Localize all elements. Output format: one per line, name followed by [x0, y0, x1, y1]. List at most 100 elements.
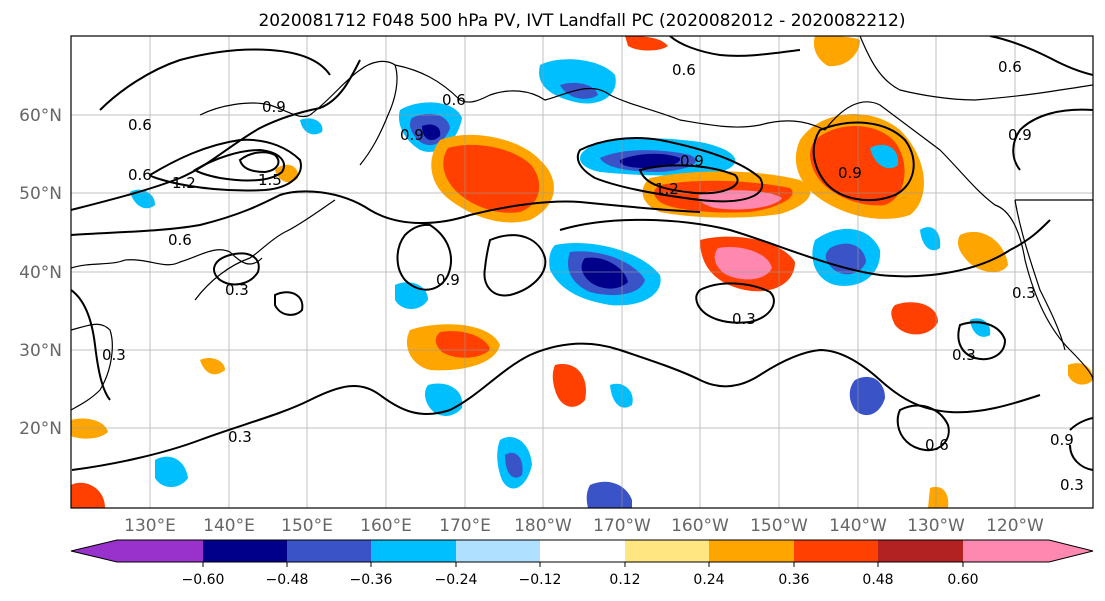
colorbar-segment [794, 540, 878, 562]
colorbar-segment [456, 540, 540, 562]
positive-anomaly-region [71, 482, 105, 508]
lon-label: 160°W [671, 516, 729, 536]
lat-label: 20°N [19, 419, 62, 439]
colorbar-segment [540, 540, 625, 562]
negative-anomaly-region [610, 383, 633, 408]
positive-anomaly-region [813, 36, 860, 67]
colorbar-tick: −0.12 [519, 572, 562, 588]
positive-anomaly-region [435, 331, 490, 358]
colorbar-tick: −0.36 [350, 572, 393, 588]
colorbar-tick: 0.48 [862, 572, 893, 588]
colorbar: −0.60 −0.48 −0.36 −0.24 −0.12 0.12 0.24 … [70, 539, 1094, 588]
map-frame [70, 35, 1094, 509]
colorbar-segment [71, 540, 117, 562]
negative-anomaly-region [505, 452, 523, 478]
contour-label: 0.9 [400, 126, 424, 144]
colorbar-tick: 0.12 [609, 572, 640, 588]
contour-label: 0.6 [925, 436, 949, 454]
negative-anomaly-region [849, 376, 885, 416]
contour-labels: 0.6 0.9 1.2 1.5 0.6 0.6 0.3 0.3 0.6 0.9 … [102, 58, 1084, 494]
colorbar-segment [371, 540, 456, 562]
contour-label: 0.6 [128, 116, 152, 134]
colorbar-tick: −0.60 [182, 572, 225, 588]
colorbar-segment [625, 540, 709, 562]
contour-label: 0.3 [952, 346, 976, 364]
positive-anomaly-region [443, 144, 540, 213]
contour-label: 0.6 [998, 58, 1022, 76]
colorbar-segment [1049, 540, 1093, 562]
coastlines [71, 36, 1093, 411]
positive-anomaly-region [714, 246, 772, 280]
lon-label: 140°W [829, 516, 887, 536]
contour-label: 0.9 [1008, 126, 1032, 144]
positive-anomaly-region [891, 302, 938, 335]
contour-label: 0.3 [1060, 476, 1084, 494]
contour-label: 0.6 [442, 91, 466, 109]
colorbar-segment [963, 540, 1049, 562]
longitude-labels: 130°E 140°E 150°E 160°E 170°E 180°W 170°… [124, 516, 1044, 536]
contour-label: 0.3 [102, 346, 126, 364]
lon-label: 130°E [124, 516, 176, 536]
negative-anomaly-region [422, 124, 441, 141]
lon-label: 120°W [986, 516, 1044, 536]
contour-label: 0.6 [168, 231, 192, 249]
positive-anomaly-region [625, 36, 668, 51]
colorbar-tick: 0.36 [778, 572, 809, 588]
contour-label: 0.9 [436, 271, 460, 289]
pv-contours [71, 36, 1093, 471]
colorbar-tick: 0.60 [947, 572, 978, 588]
lat-label: 40°N [19, 263, 62, 283]
positive-anomaly-region [71, 418, 108, 439]
negative-anomaly-region [155, 456, 188, 487]
negative-anomaly-region [825, 243, 866, 275]
negative-anomaly-region [619, 153, 681, 168]
lon-label: 180°W [514, 516, 572, 536]
colorbar-tick: −0.48 [266, 572, 309, 588]
contour-label: 0.9 [262, 98, 286, 116]
positive-anomaly-region [200, 358, 225, 375]
lon-label: 140°E [203, 516, 255, 536]
positive-anomaly-region [275, 164, 299, 183]
lon-label: 160°E [360, 516, 412, 536]
contour-label: 0.6 [128, 166, 152, 184]
lon-label: 130°W [907, 516, 965, 536]
lat-label: 30°N [19, 341, 62, 361]
negative-anomaly-region [560, 82, 598, 99]
lon-label: 170°W [593, 516, 651, 536]
contour-label: 0.9 [1050, 431, 1074, 449]
colorbar-tick: −0.24 [435, 572, 478, 588]
colorbar-segment [709, 540, 794, 562]
negative-anomaly-region [920, 227, 941, 251]
lat-label: 60°N [19, 106, 62, 126]
contour-label: 1.2 [655, 180, 679, 198]
lat-label: 50°N [19, 184, 62, 204]
colorbar-segment [117, 540, 203, 562]
positive-anomaly-region [552, 364, 586, 407]
colorbar-tick: 0.24 [693, 572, 724, 588]
contour-label: 0.3 [1012, 284, 1036, 302]
positive-anomaly-region [928, 486, 949, 508]
contour-label: 0.6 [672, 61, 696, 79]
latitude-labels: 60°N 50°N 40°N 30°N 20°N [19, 106, 62, 439]
negative-anomaly-region [586, 481, 632, 508]
lon-label: 150°E [281, 516, 333, 536]
negative-anomaly-region [581, 257, 628, 289]
graticule [71, 36, 1093, 508]
colorbar-segment [203, 540, 287, 562]
colorbar-segment [287, 540, 371, 562]
colorbar-segment [878, 540, 963, 562]
negative-anomaly-region [300, 118, 323, 135]
lon-label: 170°E [439, 516, 491, 536]
contour-label: 0.9 [838, 164, 862, 182]
contour-label: 0.3 [228, 428, 252, 446]
positive-anomaly-region [957, 231, 1008, 273]
negative-anomaly-region [130, 189, 155, 209]
contour-label: 1.2 [172, 174, 196, 192]
lon-label: 150°W [750, 516, 808, 536]
contour-label: 1.5 [258, 171, 282, 189]
negative-anomaly-region [870, 144, 899, 169]
contour-label: 0.3 [225, 281, 249, 299]
contour-label: 0.3 [732, 310, 756, 328]
figure-title: 2020081712 F048 500 hPa PV, IVT Landfall… [258, 11, 905, 31]
